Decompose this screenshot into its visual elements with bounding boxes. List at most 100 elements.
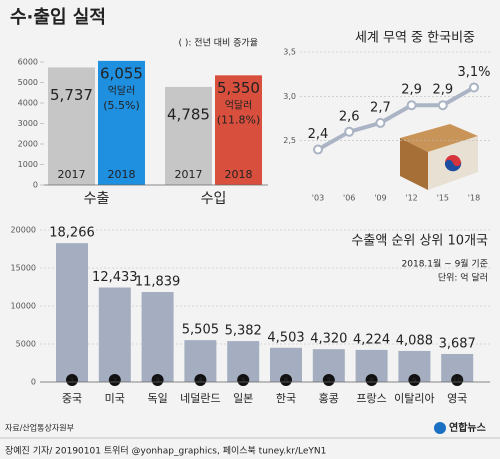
rank-label: 8 <box>369 377 374 385</box>
y-tick-label: 3,0 <box>283 92 296 101</box>
bar-year-label: 2018 <box>108 168 136 181</box>
rank-label: 1 <box>70 377 75 385</box>
value-label: 18,266 <box>49 226 95 241</box>
rank-label: 2 <box>112 377 117 385</box>
credit: 장예진 기자/ 20190101 트위터 @yonhap_graphics, 페… <box>5 446 326 457</box>
value-label: 2,7 <box>370 100 391 115</box>
rank-label: 6 <box>284 377 289 385</box>
x-tick-label: 네덜란드 <box>180 392 220 405</box>
value-label: 2,9 <box>401 83 422 98</box>
rank-label: 10 <box>452 377 462 385</box>
y-tick-label: 0 <box>31 378 36 387</box>
rank-badge <box>108 374 121 386</box>
y-tick-label: 10000 <box>11 302 36 311</box>
value-label: 3,687 <box>439 336 476 351</box>
y-tick-label: 2,5 <box>283 136 296 145</box>
point <box>344 126 355 137</box>
x-tick-label: '12 <box>405 194 417 203</box>
x-tick-label: 홍콩 <box>319 391 339 405</box>
rank-label: 5 <box>241 377 246 385</box>
y-tick-label: 3,5 <box>283 48 296 57</box>
rank-badge <box>451 374 464 386</box>
y-tick-label: 4000 <box>18 99 38 108</box>
x-tick-label: '03 <box>312 194 324 203</box>
value-label: 5,382 <box>225 324 262 339</box>
bar <box>48 67 95 185</box>
value-label: 6,055 <box>100 64 143 82</box>
x-tick-label: 일본 <box>233 391 253 405</box>
value-label: 4,224 <box>353 332 390 347</box>
x-tick-label: 이탈리아 <box>394 392 434 405</box>
rank-badge <box>151 374 164 386</box>
x-category-label: 수입 <box>201 191 227 207</box>
x-tick-label: 독일 <box>147 391 167 405</box>
value-label: 5,350 <box>217 79 260 97</box>
x-tick-label: 한국 <box>276 392 296 405</box>
value-label: 2,9 <box>432 83 453 98</box>
rank-label: 9 <box>412 377 417 385</box>
bar <box>56 243 88 382</box>
y-tick-label: 1000 <box>18 160 38 169</box>
point <box>437 100 448 111</box>
rank-badge <box>66 374 78 386</box>
rank-label: 7 <box>326 377 331 385</box>
bar <box>98 60 145 186</box>
unit: 단위: 억 달러 <box>438 272 488 284</box>
bar <box>165 86 212 185</box>
unit-label: 억달러 <box>108 85 136 97</box>
line <box>317 85 475 152</box>
bar <box>215 75 262 185</box>
x-tick-label: '15 <box>437 194 449 203</box>
value-label: 4,088 <box>396 333 433 348</box>
y-tick-label: 6000 <box>18 58 38 67</box>
value-label: 2,6 <box>339 109 360 124</box>
value-label: 5,505 <box>182 323 219 338</box>
y-tick-label: 2000 <box>18 140 38 149</box>
value-label: 12,433 <box>92 270 138 285</box>
y-tick-label: 15000 <box>11 264 36 273</box>
point <box>313 144 323 155</box>
y-tick-label: 20000 <box>11 226 36 235</box>
value-label: 4,503 <box>267 330 304 345</box>
rank-badge <box>194 374 207 386</box>
rank-badge <box>365 374 378 386</box>
x-tick-label: '18 <box>468 194 480 203</box>
point <box>406 100 417 111</box>
rank-badge <box>408 374 421 386</box>
x-tick-label: 중국 <box>62 392 82 405</box>
y-tick-label: 5000 <box>16 340 36 349</box>
value-label: 5,737 <box>50 86 93 104</box>
note: ( ): 전년 대비 증가율 <box>179 38 258 49</box>
source: 자료/산업통상자원부 <box>5 423 74 433</box>
rank-label: 4 <box>198 377 203 385</box>
chart-title: 세계 무역 중 한국비중 <box>355 31 475 46</box>
value-label: 4,785 <box>167 105 210 123</box>
bar-year-label: 2017 <box>175 168 203 181</box>
logo: 연합뉴스 <box>449 421 486 434</box>
chart-title: 수출액 순위 상위 10개국 <box>351 234 488 249</box>
rank-badge <box>237 374 250 386</box>
growth-label: (5.5%) <box>103 99 140 112</box>
rank-label: 3 <box>155 377 160 385</box>
value-label: 3,1% <box>457 65 490 80</box>
logo-icon <box>434 422 446 434</box>
value-label: 2,4 <box>308 127 329 142</box>
x-tick-label: 미국 <box>105 392 125 405</box>
y-tick-label: 5000 <box>18 78 38 87</box>
x-tick-label: '06 <box>343 194 355 203</box>
y-tick-label: 3000 <box>18 119 38 128</box>
x-tick-label: '09 <box>374 194 386 203</box>
rank-badge <box>280 374 292 386</box>
x-tick-label: 영국 <box>447 392 467 405</box>
bar-year-label: 2017 <box>58 168 86 181</box>
y-tick-label: 0 <box>33 181 38 190</box>
bar-year-label: 2018 <box>225 168 253 181</box>
point <box>375 117 386 128</box>
value-label: 11,839 <box>135 275 181 290</box>
growth-label: (11.8%) <box>217 113 261 126</box>
rank-badge <box>322 374 335 386</box>
value-label: 4,320 <box>310 332 347 347</box>
unit-label: 억달러 <box>225 99 253 111</box>
bar <box>98 287 131 382</box>
